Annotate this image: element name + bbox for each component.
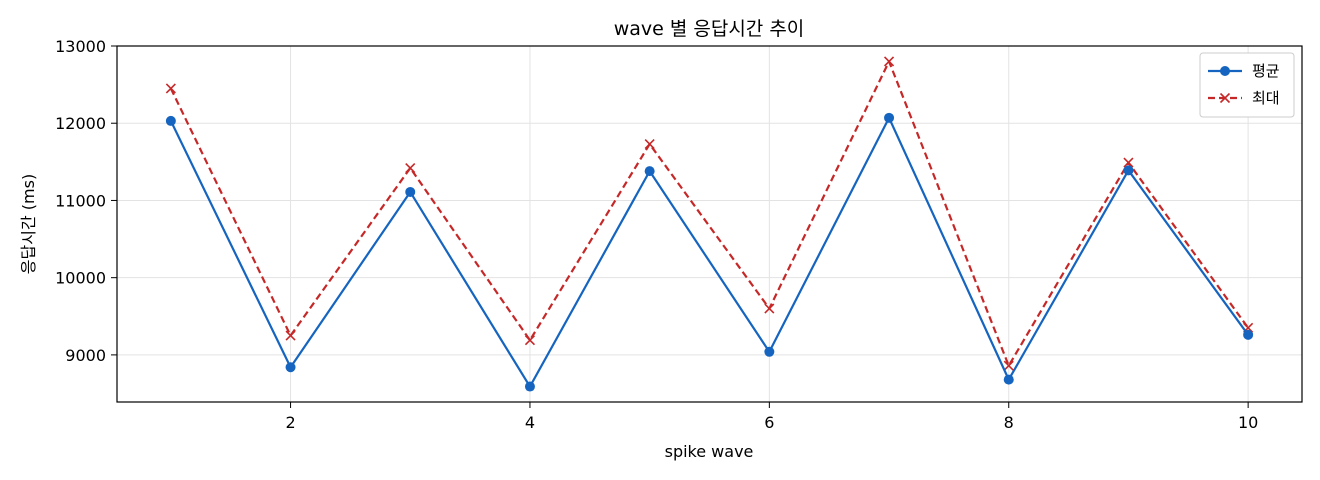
series-1-point [1003, 374, 1014, 385]
series-2-point [165, 83, 176, 94]
series-2-point [644, 139, 655, 150]
series-2-point [524, 335, 536, 346]
x-tick-label: 4 [525, 413, 535, 432]
series-2-line [169, 60, 1250, 367]
series-2-point-stroke [405, 162, 416, 174]
x-tick-label: 8 [1004, 413, 1014, 432]
series-1-point [405, 186, 416, 197]
series-2-point-stroke [285, 330, 296, 341]
legend-box [1199, 52, 1295, 118]
legend-label: 최대 [1252, 89, 1280, 107]
series-1-line [169, 116, 1250, 388]
series-group [165, 56, 1254, 392]
chart-title: wave 별 응답시간 추이 [614, 18, 805, 40]
y-tick-label: 12000 [55, 114, 106, 133]
legend-swatch-marker-stroke [1219, 92, 1231, 104]
series-1-point [764, 346, 775, 357]
x-axis: 2 4 6 8 10 [285, 402, 1258, 432]
series-2-point [764, 303, 775, 314]
y-axis: 9000 10000 11000 12000 13000 [55, 37, 117, 365]
legend-swatch-marker [1220, 66, 1230, 76]
series-1-point [644, 166, 655, 177]
series-2-point-stroke [1003, 360, 1014, 371]
series-2-point [883, 56, 895, 67]
y-tick-label: 11000 [55, 191, 106, 210]
legend-label: 평균 [1252, 62, 1280, 80]
series-2-point-stroke [764, 303, 775, 314]
grid [117, 45, 1302, 402]
series-1 [165, 112, 1254, 392]
series-1-point [884, 112, 895, 123]
series-1-point [1243, 329, 1254, 340]
x-axis-label: spike wave [665, 442, 754, 461]
series-2-point-stroke [883, 56, 895, 67]
y-tick-label: 13000 [55, 37, 106, 56]
series-2-point-stroke [524, 335, 536, 346]
x-tick-label: 2 [285, 413, 295, 432]
y-axis-label: 응답시간 (ms) [19, 174, 38, 274]
series-2-point [1123, 157, 1134, 168]
series-2-point [405, 162, 416, 174]
series-2 [165, 56, 1254, 371]
legend-swatch-marker [1219, 92, 1231, 104]
series-2-point [285, 330, 296, 341]
x-tick-label: 6 [764, 413, 774, 432]
series-2-point-stroke [165, 83, 176, 94]
series-1-point [285, 362, 296, 373]
series-1-point [524, 381, 535, 392]
plot-frame [116, 45, 1303, 403]
y-tick-label: 9000 [65, 346, 106, 365]
series-1-point [1123, 165, 1134, 176]
series-2-point [1003, 360, 1014, 371]
legend-item-1: 평균 [1208, 62, 1280, 80]
y-tick-label: 10000 [55, 269, 106, 288]
series-1-point [165, 115, 176, 126]
legend-item-2: 최대 [1208, 89, 1280, 107]
series-2-point-stroke [644, 139, 655, 150]
x-tick-label: 10 [1238, 413, 1258, 432]
series-2-point-stroke [1123, 157, 1134, 168]
